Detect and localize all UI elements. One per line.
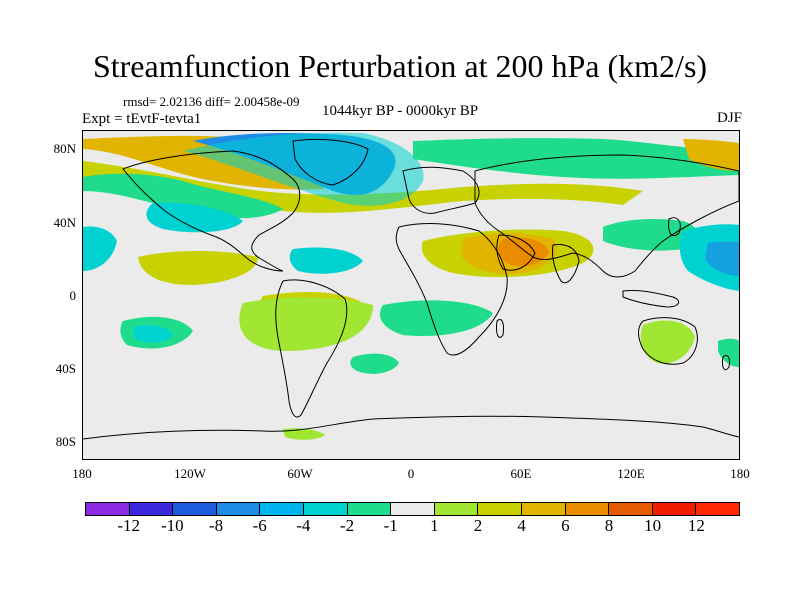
shade-darkorange-arabia bbox=[498, 237, 549, 267]
colorbar-box-2 bbox=[173, 503, 217, 515]
y-label-80s: 80S bbox=[55, 434, 76, 449]
x-label-60w: 60W bbox=[287, 466, 313, 481]
coast-new-zealand bbox=[722, 354, 730, 371]
period-label: 1044kyr BP - 0000kyr BP bbox=[322, 103, 479, 119]
shade-yellow-central-atlantic bbox=[138, 251, 258, 285]
season-label: DJF bbox=[716, 110, 742, 126]
colorbar-box-10 bbox=[521, 503, 566, 515]
shade-lightblue-sa-west-core bbox=[133, 325, 173, 343]
coast-japan bbox=[668, 217, 681, 237]
colorbar-label-10: 6 bbox=[561, 516, 570, 535]
shading-layer bbox=[83, 132, 739, 440]
coast-indonesia bbox=[622, 290, 680, 308]
shade-cyan-south-pacific-east bbox=[718, 338, 739, 367]
colorbar-box-14 bbox=[696, 503, 739, 515]
shade-cyan-south-africa bbox=[379, 300, 493, 337]
experiment-label: Expt = tEvtF-tevta1 bbox=[82, 111, 202, 127]
shade-lightblue-caribbean bbox=[289, 247, 363, 274]
colorbar-label-11: 8 bbox=[604, 516, 614, 535]
colorbar-label-4: -4 bbox=[296, 516, 311, 535]
shade-orange-ne-asia bbox=[683, 139, 739, 171]
shade-lightblue-north-atlantic bbox=[183, 132, 424, 206]
coast-africa bbox=[395, 223, 508, 356]
x-label-180e: 180 bbox=[730, 466, 750, 481]
shade-yellowgreen-australia bbox=[640, 320, 695, 364]
coast-india bbox=[552, 244, 580, 284]
coast-south-america bbox=[275, 279, 348, 418]
coast-asia bbox=[474, 154, 739, 278]
plot-title: Streamfunction Perturbation at 200 hPa (… bbox=[92, 48, 708, 84]
shade-cyan-west-pacific bbox=[603, 219, 698, 251]
y-label-40n: 40N bbox=[53, 215, 76, 230]
colorbar-label-13: 12 bbox=[687, 516, 705, 535]
x-label-180w: 180 bbox=[72, 466, 92, 481]
colorbar-box-4 bbox=[260, 503, 304, 515]
colorbar-label-2: -8 bbox=[208, 516, 224, 535]
colorbar bbox=[85, 502, 740, 516]
shade-cyan-south-atlantic bbox=[350, 353, 399, 374]
colorbar-box-12 bbox=[609, 503, 653, 515]
colorbar-box-7 bbox=[391, 503, 435, 515]
coast-arabia bbox=[496, 234, 536, 271]
shade-cyan-north-pacific bbox=[83, 173, 283, 219]
x-label-0: 0 bbox=[407, 466, 415, 481]
y-label-eq: 0 bbox=[69, 288, 77, 303]
colorbar-label-5: -2 bbox=[339, 516, 355, 535]
y-label-80n: 80N bbox=[53, 141, 76, 156]
colorbar-label-3: -6 bbox=[252, 516, 267, 535]
colorbar-label-8: 2 bbox=[473, 516, 483, 535]
colorbar-box-13 bbox=[652, 503, 697, 515]
map-svg bbox=[83, 132, 739, 440]
colorbar-box-9 bbox=[478, 503, 522, 515]
map-panel bbox=[82, 130, 740, 460]
colorbar-box-1 bbox=[129, 503, 174, 515]
stats-label: rmsd= 2.02136 diff= 2.00458e-09 bbox=[123, 94, 300, 109]
shade-cyan-siberia bbox=[413, 138, 739, 179]
colorbar-label-6: -1 bbox=[383, 516, 398, 535]
colorbar-box-8 bbox=[434, 503, 479, 515]
colorbar-box-0 bbox=[86, 503, 130, 515]
coastlines bbox=[83, 138, 739, 440]
shade-lightblue-pacific bbox=[146, 202, 243, 233]
shade-blue-east-pacific-core bbox=[705, 241, 739, 276]
coast-greenland bbox=[292, 138, 369, 186]
coast-madagascar bbox=[496, 319, 504, 338]
colorbar-label-9: 4 bbox=[517, 516, 526, 535]
coast-north-america bbox=[122, 150, 301, 272]
y-label-40s: 40S bbox=[55, 361, 76, 376]
x-label-120w: 120W bbox=[174, 466, 206, 481]
shade-yellowgreen-antarctic-patch bbox=[283, 428, 325, 440]
colorbar-box-5 bbox=[303, 503, 348, 515]
colorbar-label-0: -12 bbox=[117, 516, 140, 535]
colorbar-box-6 bbox=[347, 503, 392, 515]
coast-australia bbox=[638, 317, 698, 365]
colorbar-label-12: 10 bbox=[644, 516, 662, 535]
colorbar-label-7: 1 bbox=[430, 516, 439, 535]
x-label-60e: 60E bbox=[510, 466, 532, 481]
colorbar-label-1: -10 bbox=[160, 516, 184, 535]
colorbar-box-3 bbox=[216, 503, 261, 515]
colorbar-box-11 bbox=[565, 503, 610, 515]
shade-cyan-west-edge bbox=[83, 226, 117, 271]
coast-antarctica bbox=[83, 415, 739, 440]
x-label-120e: 120E bbox=[617, 466, 645, 481]
shade-yellow-green-sa bbox=[239, 297, 373, 351]
